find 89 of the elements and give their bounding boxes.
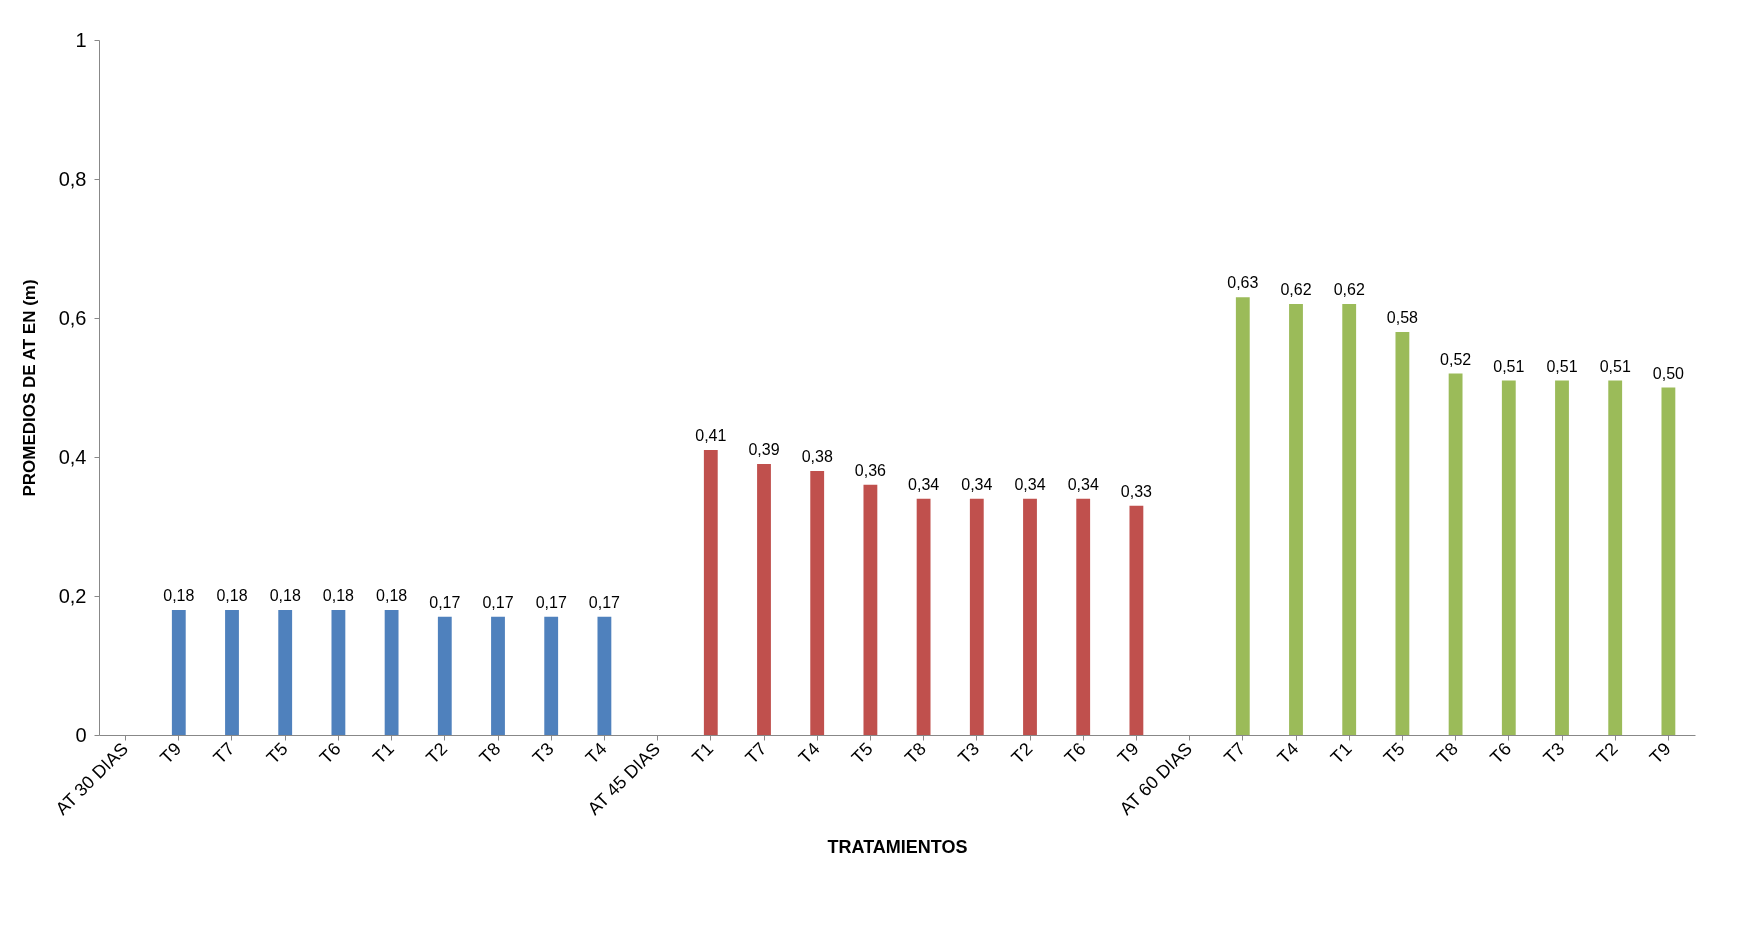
data-label: 0,38 xyxy=(801,447,833,465)
bar xyxy=(384,609,399,735)
x-axis-title: TRATAMIENTOS xyxy=(827,837,968,858)
y-tick-label: 0,8 xyxy=(58,167,87,190)
bar xyxy=(757,463,771,735)
x-tick-label: T2 xyxy=(1592,738,1622,768)
data-label: 0,51 xyxy=(1599,357,1631,375)
bar xyxy=(1129,505,1144,735)
bar xyxy=(703,450,718,735)
x-tick-label: T2 xyxy=(422,738,452,768)
data-label: 0,18 xyxy=(216,586,248,604)
bar xyxy=(916,498,931,735)
x-tick-label: T7 xyxy=(1220,738,1250,768)
x-tick-label: T3 xyxy=(528,738,558,768)
x-tick-label: T9 xyxy=(1645,738,1675,768)
bar xyxy=(969,498,984,735)
x-tick-label: T9 xyxy=(156,738,186,768)
x-tick-label: T5 xyxy=(262,738,292,768)
bar xyxy=(1235,297,1250,735)
x-tick-label: T4 xyxy=(794,738,824,768)
x-tick-label: T4 xyxy=(1273,738,1303,768)
x-tick-label: T4 xyxy=(581,738,611,768)
bar xyxy=(863,484,878,735)
data-label: 0,34 xyxy=(961,475,993,493)
data-label: 0,18 xyxy=(376,586,408,604)
bar xyxy=(1395,331,1410,735)
y-tick-label: 0 xyxy=(75,723,87,746)
data-label: 0,17 xyxy=(429,593,461,611)
y-tick-label: 0,6 xyxy=(58,306,87,329)
data-label: 0,51 xyxy=(1493,357,1525,375)
data-label: 0,39 xyxy=(748,440,780,458)
bar xyxy=(1661,387,1676,735)
y-tick-label: 0,4 xyxy=(58,445,87,468)
data-label: 0,50 xyxy=(1652,364,1685,382)
bar xyxy=(278,609,293,735)
data-label: 0,41 xyxy=(695,427,727,445)
x-tick-label: T8 xyxy=(475,738,505,768)
bar xyxy=(331,609,346,735)
y-axis-title: PROMEDIOS DE AT EN (m) xyxy=(19,279,39,497)
x-tick-label: T2 xyxy=(1007,738,1037,768)
y-tick-label: 1 xyxy=(75,28,87,51)
data-label: 0,18 xyxy=(269,586,301,604)
bar xyxy=(597,616,612,735)
data-label: 0,62 xyxy=(1280,281,1312,299)
data-label: 0,63 xyxy=(1227,274,1259,292)
x-tick-label: T1 xyxy=(688,738,718,768)
data-label: 0,33 xyxy=(1120,482,1153,500)
bar xyxy=(1448,373,1463,735)
x-tick-label: T5 xyxy=(847,738,877,768)
data-label: 0,17 xyxy=(588,593,621,611)
x-tick-label: T7 xyxy=(741,738,771,768)
x-tick-label: T6 xyxy=(1486,738,1516,768)
bar xyxy=(491,616,505,735)
x-tick-label: T8 xyxy=(900,738,930,768)
x-tick-label: T3 xyxy=(954,738,984,768)
y-tick-label: 0,2 xyxy=(58,584,87,607)
bar xyxy=(1289,304,1303,735)
data-label: 0,18 xyxy=(322,586,355,604)
x-tick-label: T6 xyxy=(315,738,345,768)
bar xyxy=(1023,498,1037,735)
data-label: 0,34 xyxy=(908,475,940,493)
data-label: 0,34 xyxy=(1067,475,1099,493)
data-label: 0,18 xyxy=(163,586,195,604)
data-label: 0,17 xyxy=(535,593,567,611)
bar xyxy=(225,609,239,735)
bar xyxy=(1342,304,1357,735)
bar xyxy=(437,616,452,735)
bar xyxy=(171,609,186,735)
x-tick-label: T5 xyxy=(1379,738,1409,768)
data-label: 0,34 xyxy=(1014,475,1046,493)
x-tick-label: T1 xyxy=(368,738,398,768)
x-tick-label: T8 xyxy=(1432,738,1462,768)
data-label: 0,51 xyxy=(1546,357,1578,375)
x-tick-label: T7 xyxy=(209,738,239,768)
data-label: 0,62 xyxy=(1333,281,1365,299)
x-tick-label: T9 xyxy=(1113,738,1143,768)
bar xyxy=(1608,380,1623,735)
x-tick-label: T3 xyxy=(1539,738,1569,768)
x-tick-label: T1 xyxy=(1326,738,1356,768)
bar xyxy=(544,616,559,735)
data-label: 0,52 xyxy=(1440,350,1472,368)
bar xyxy=(1555,380,1569,735)
bar xyxy=(1076,498,1091,735)
data-label: 0,17 xyxy=(482,593,514,611)
data-label: 0,36 xyxy=(854,461,887,479)
bar xyxy=(1501,380,1516,735)
x-tick-label: T6 xyxy=(1060,738,1090,768)
bar xyxy=(810,470,825,735)
data-label: 0,58 xyxy=(1386,308,1419,326)
